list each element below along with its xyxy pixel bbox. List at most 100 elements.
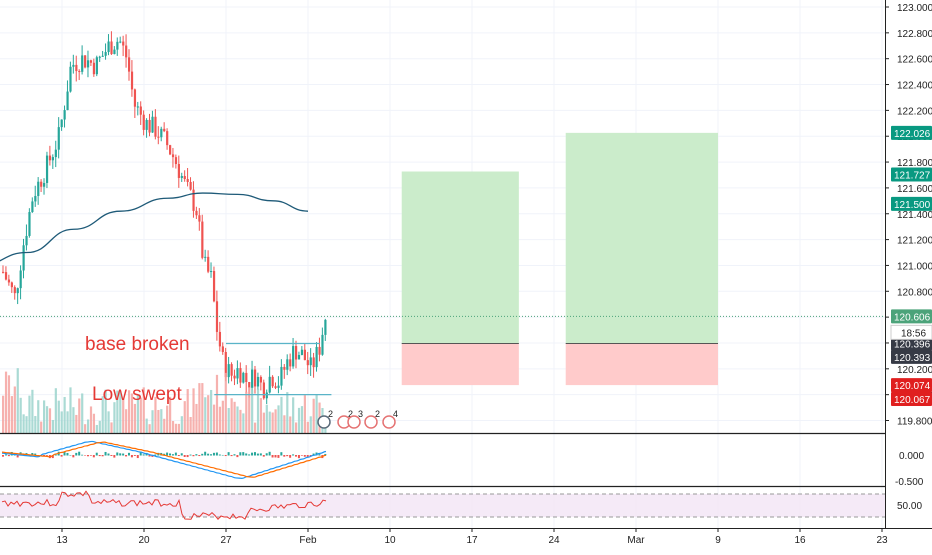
volume-bar [81,393,84,433]
candle-body [133,89,137,107]
candle-body [60,119,63,128]
candle-body [268,376,271,393]
volume-bar [157,409,160,433]
candle-body [84,55,87,68]
candle-body [43,182,46,187]
candle-body [37,181,40,197]
x-tick-label: Mar [627,535,645,546]
volume-bar [210,389,213,433]
macd-histogram-bar [151,455,154,457]
candle-body [127,57,131,72]
volume-bar [192,388,195,433]
macd-histogram-bar [148,455,151,457]
price-label: 120.074 [894,381,931,392]
candle-body [204,256,207,258]
volume-bar [174,423,178,433]
macd-histogram-bar [136,455,139,459]
macd-histogram-bar [183,455,186,457]
macd-histogram-bar [306,455,309,458]
target-zone [565,132,718,344]
macd-histogram-bar [110,455,113,456]
candle-body [63,110,66,120]
volume-bar [110,422,113,433]
macd-histogram-bar [280,452,283,456]
candle-body [51,157,55,161]
volume-bar [95,424,98,433]
volume-bar [10,396,13,433]
event-marker-icon [347,415,361,429]
candle-body [251,369,254,388]
macd-histogram-bar [139,452,142,456]
candle-body [324,319,327,335]
candle-body [280,366,283,386]
volume-bar [177,423,180,433]
candle-body [45,155,49,183]
price-axis: 123.000 122.800 122.600 122.400 122.200 122.0… [885,0,932,550]
candle-body [154,116,157,137]
volume-bar [7,375,11,433]
volume-bar [75,414,78,433]
candle-body [242,372,245,383]
volume-bar [51,419,55,433]
volume-bar [163,418,166,433]
volume-bar [171,421,175,433]
candle-body [57,127,60,150]
signal-line [1,441,327,478]
macd-histogram-bar [207,453,210,456]
candle-body [295,346,298,360]
candle-body [183,176,186,180]
volume-bar [309,416,312,433]
event-marker-count: 4 [393,409,398,419]
candle-body [139,106,142,115]
volume-bar [4,371,8,433]
candle-body [119,41,122,43]
volume-bar [286,392,289,433]
volume-bar [66,411,69,433]
macd-histogram-bar [265,453,268,456]
macd-histogram-bar [251,452,254,456]
volume-bar [295,422,298,433]
y-tick-label: 121.200 [897,236,932,247]
candle-body [192,189,195,211]
volume-bar [306,421,309,433]
volume-bar [256,388,260,433]
candle-body [239,368,242,383]
event-marker-count: 2 [348,409,353,419]
candle-body [292,346,295,367]
macd-histogram-bar [92,455,95,458]
candle-body [157,136,160,138]
macd-histogram-bar [210,454,213,456]
volume-bar [119,390,122,433]
volume-bar [180,416,183,433]
candle-body [13,287,16,294]
candle-body [218,331,222,347]
macd-histogram-bar [292,454,295,456]
macd-histogram-bar [186,455,189,458]
candle-body [110,41,113,55]
price-label: 122.026 [894,129,931,140]
candle-body [271,376,274,387]
position-tools [401,132,718,386]
candle-body [262,382,265,399]
candle-body [104,52,107,56]
volume-bar [31,389,34,433]
price-label: 120.606 [894,312,931,323]
volume-bar [277,405,280,433]
volume-bar [271,412,274,433]
volume-bar [48,408,52,433]
candle-body [125,45,128,58]
x-tick-label: 13 [56,535,68,546]
volume-bar [289,416,292,433]
macd-histogram-bar [236,455,239,458]
candle-body [107,41,110,53]
macd-histogram-bar [69,454,72,456]
macd-histogram-bar [107,453,110,456]
candle-body [130,71,134,90]
price-label: 121.727 [894,170,931,181]
macd-y-tick-label: -0.500 [895,477,924,488]
candle-body [277,385,280,388]
macd-histogram-bar [309,455,312,457]
volume-bar [104,389,107,433]
macd-histogram-bar [63,451,66,456]
macd-histogram-bar [180,453,183,456]
